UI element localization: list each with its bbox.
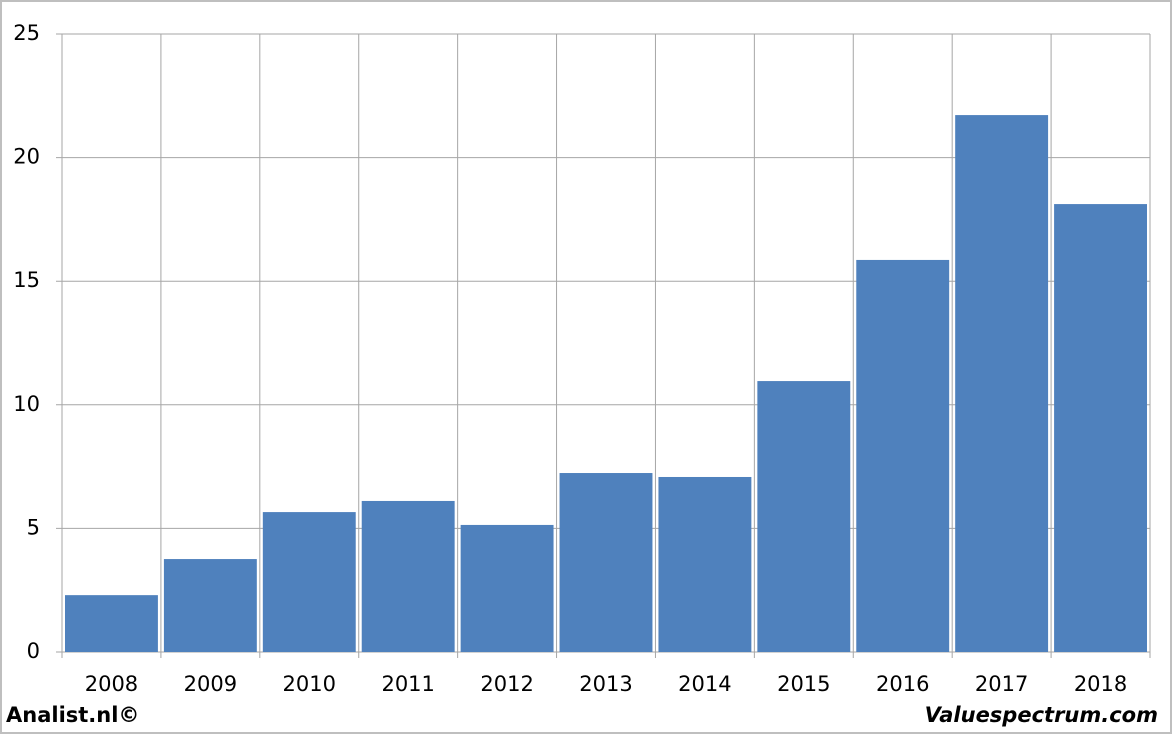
footer-left: Analist.nl© (6, 703, 139, 727)
x-tick-label: 2008 (85, 672, 138, 696)
bar (460, 524, 554, 652)
bar (658, 476, 752, 652)
y-tick-label: 10 (13, 392, 40, 416)
x-tick-label: 2014 (678, 672, 731, 696)
footer-right: Valuespectrum.com (925, 703, 1158, 727)
bar (361, 500, 455, 652)
y-tick-label: 25 (13, 21, 40, 45)
bar (65, 595, 158, 652)
x-tick-label: 2017 (975, 672, 1028, 696)
x-tick-label: 2009 (184, 672, 237, 696)
x-tick-label: 2012 (480, 672, 533, 696)
x-tick-label: 2013 (579, 672, 632, 696)
x-tick-label: 2016 (876, 672, 929, 696)
bar (1054, 204, 1147, 652)
x-tick-label: 2015 (777, 672, 830, 696)
bar (757, 381, 851, 652)
bar (163, 559, 257, 652)
x-tick-label: 2011 (381, 672, 434, 696)
x-tick-label: 2010 (283, 672, 336, 696)
bar (262, 512, 356, 652)
y-tick-label: 0 (27, 639, 40, 663)
bar (856, 259, 950, 652)
y-tick-label: 5 (27, 515, 40, 539)
bar (559, 473, 653, 652)
y-tick-label: 20 (13, 145, 40, 169)
bar (955, 115, 1049, 652)
y-tick-label: 15 (13, 268, 40, 292)
x-tick-label: 2018 (1074, 672, 1127, 696)
